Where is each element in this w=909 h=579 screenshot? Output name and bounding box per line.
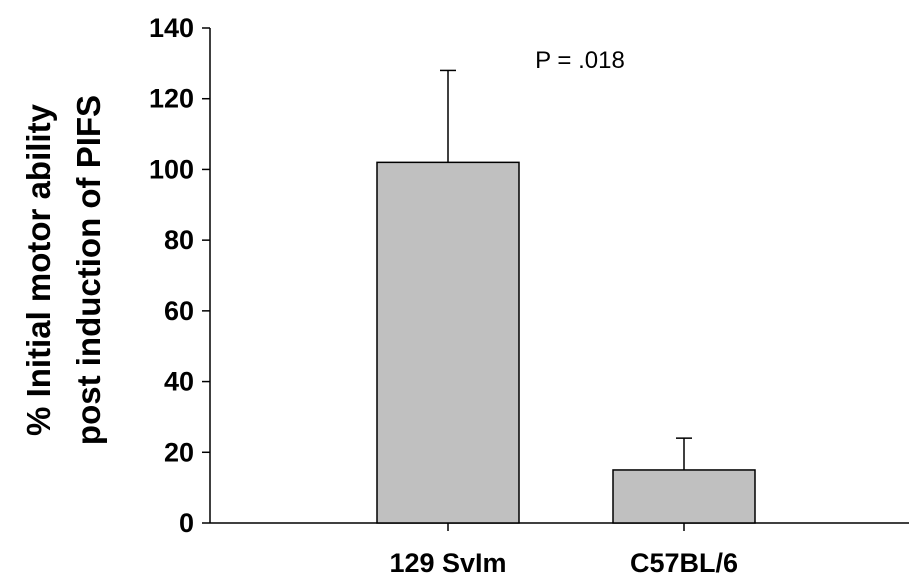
axes (209, 28, 909, 524)
y-tick-label: 20 (164, 437, 194, 467)
y-axis-label: % Initial motor ability post induction o… (20, 95, 107, 445)
y-tick-label: 0 (179, 508, 194, 538)
x-categories: 129 SvIm C57BL/6 (389, 523, 738, 578)
bar (612, 469, 756, 524)
x-category-label: C57BL/6 (630, 548, 738, 578)
y-axis-label-line-2: post induction of PIFS (70, 95, 107, 445)
x-category-label: 129 SvIm (389, 548, 506, 578)
y-ticks: 0 20 40 60 80 100 120 140 (149, 13, 210, 538)
y-axis-label-line-1: % Initial motor ability (20, 103, 57, 436)
p-value-annotation: P = .018 (535, 47, 625, 74)
y-tick-label: 80 (164, 225, 194, 255)
y-tick-label: 120 (149, 84, 194, 114)
y-tick-label: 100 (149, 154, 194, 184)
bar (376, 161, 520, 524)
y-tick-label: 60 (164, 296, 194, 326)
y-tick-label: 40 (164, 367, 194, 397)
bars (376, 69, 756, 524)
y-tick-label: 140 (149, 13, 194, 43)
